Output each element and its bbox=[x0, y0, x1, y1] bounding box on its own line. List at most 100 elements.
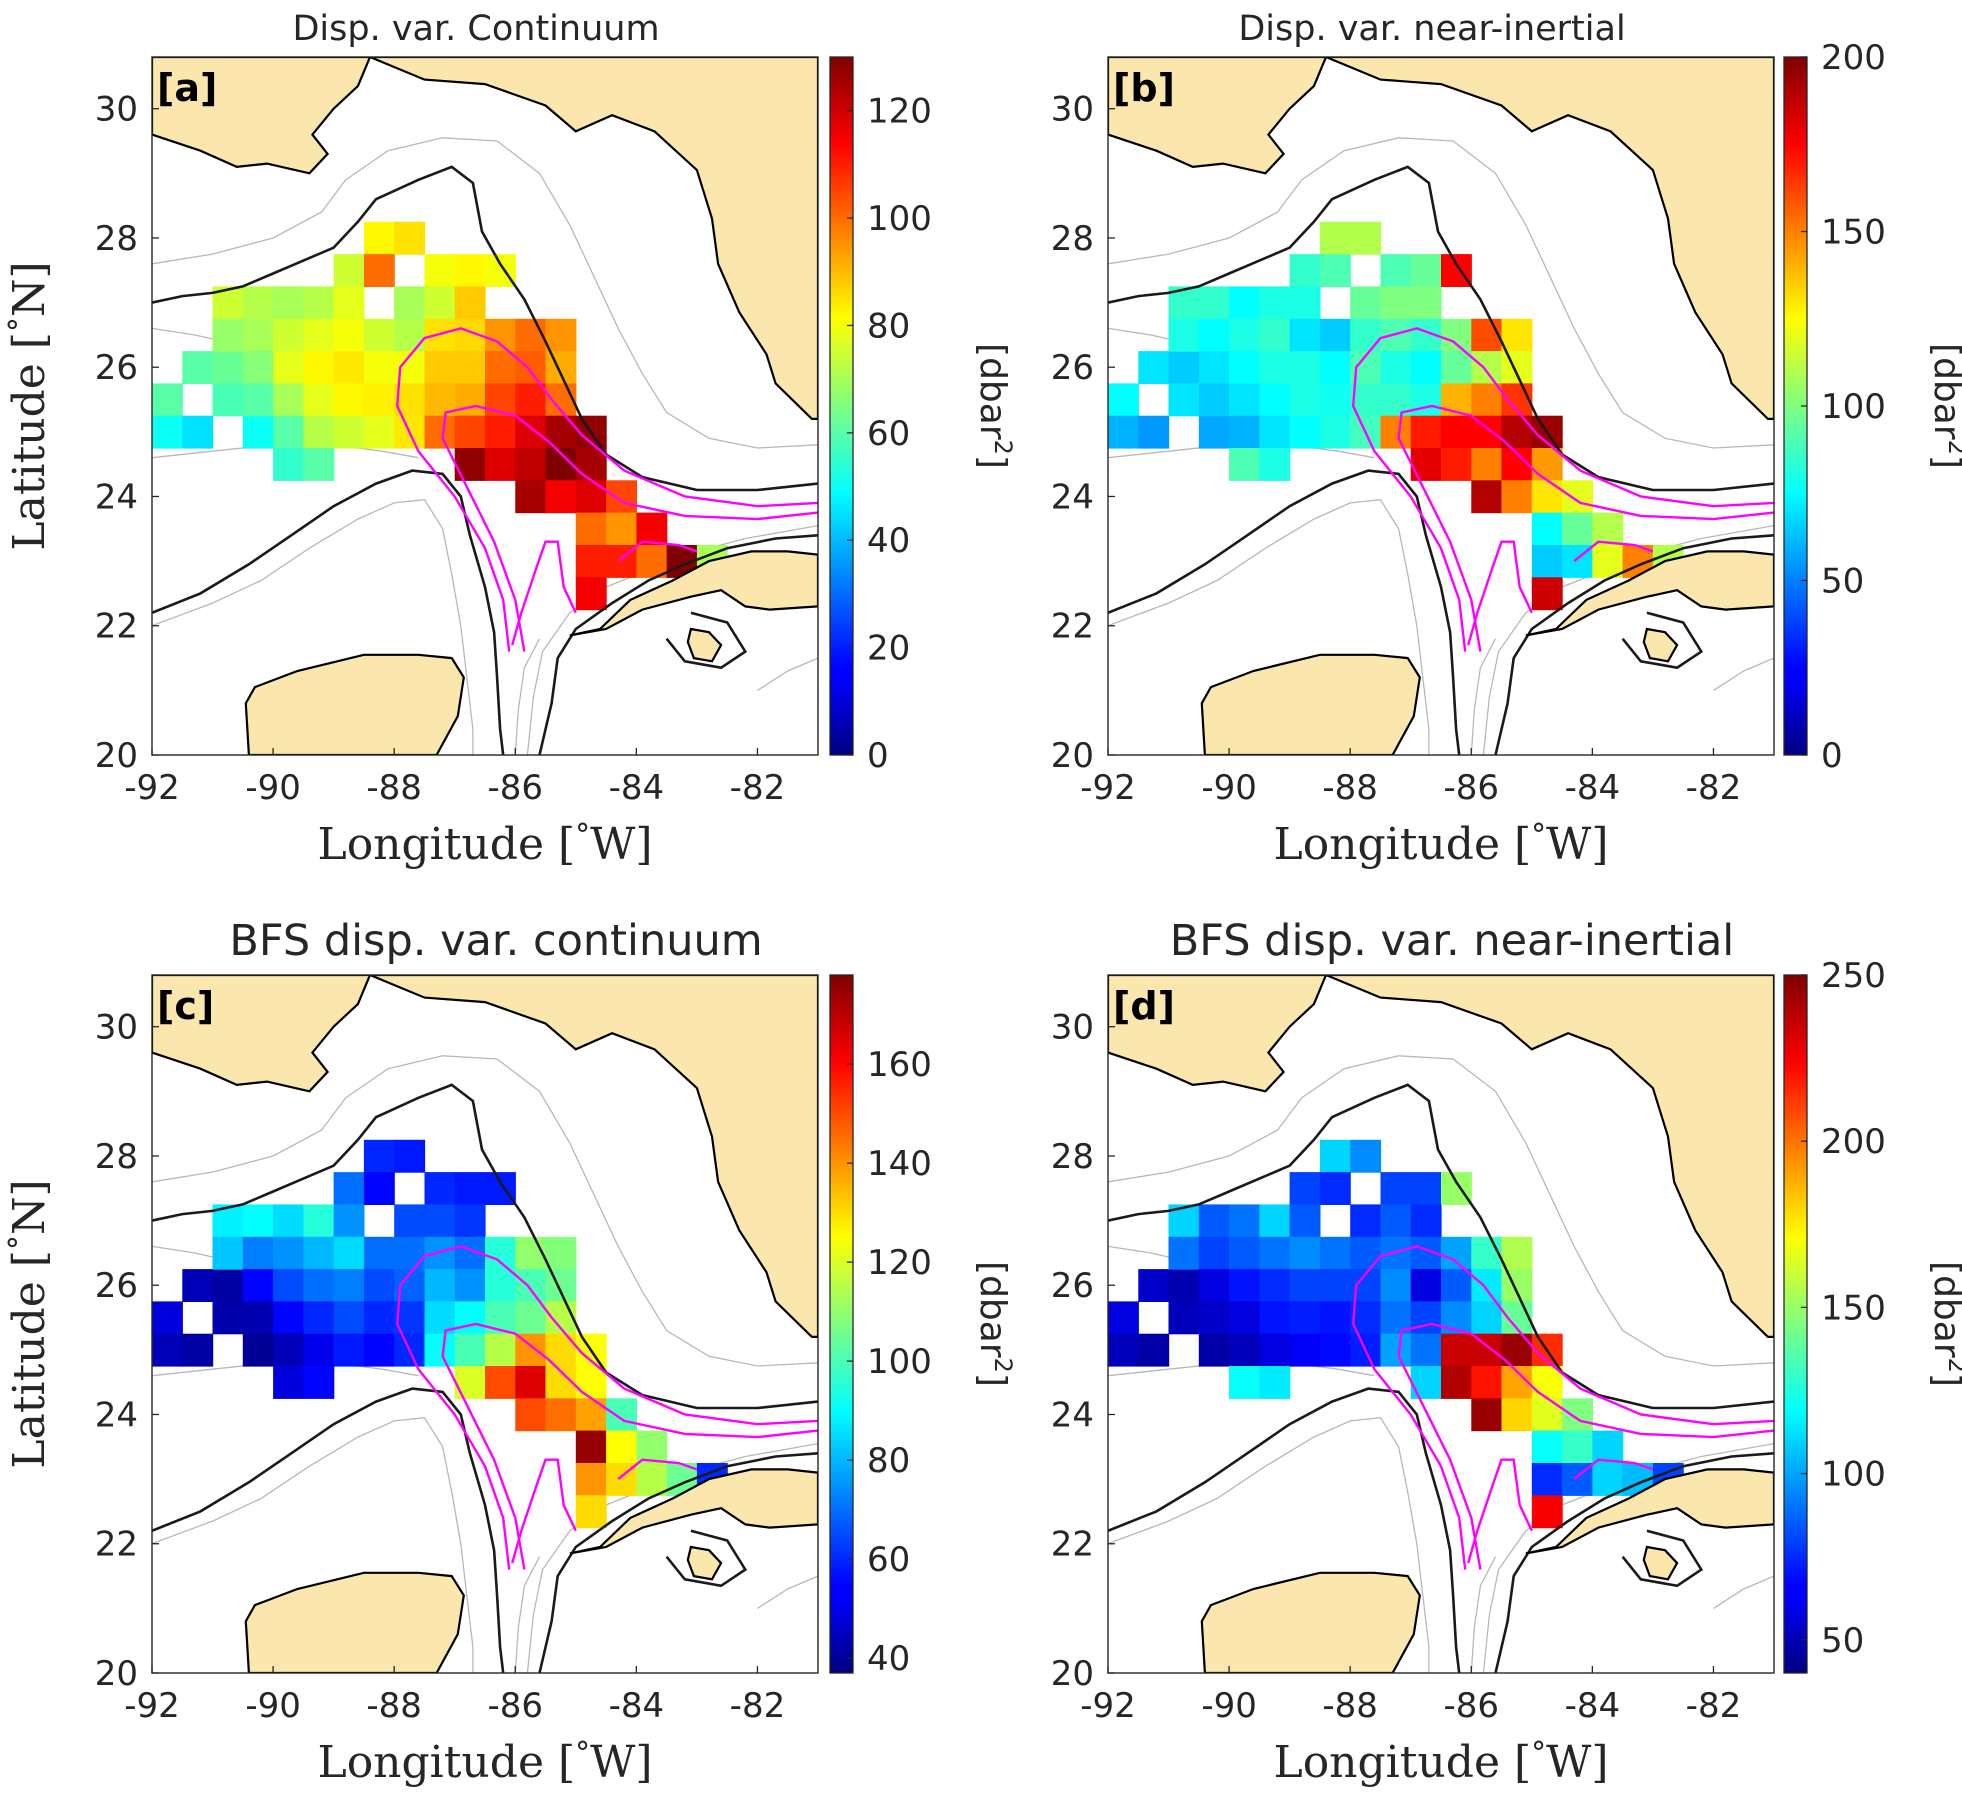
x-axis-label-text: Longitude [ bbox=[1273, 819, 1531, 870]
data-cell bbox=[1501, 1236, 1533, 1270]
data-cell bbox=[1289, 351, 1321, 384]
data-cell bbox=[424, 1172, 456, 1205]
data-cell bbox=[303, 415, 335, 449]
data-cell bbox=[454, 415, 486, 449]
data-cell bbox=[1138, 1269, 1170, 1302]
data-cell bbox=[1531, 1398, 1563, 1432]
loop-current-contour bbox=[1467, 1458, 1533, 1564]
panel-title: BFS disp. var. near-inertial bbox=[1170, 916, 1735, 966]
data-cell bbox=[303, 1333, 335, 1367]
isobath-thin bbox=[1713, 1575, 1774, 1609]
data-cell bbox=[242, 415, 274, 449]
colorbar-gradient bbox=[829, 56, 854, 756]
data-cell bbox=[1259, 1301, 1291, 1335]
unit-base: [dbar bbox=[972, 1261, 1013, 1358]
data-cell bbox=[606, 1398, 637, 1432]
y-axis-label: Latitude [°N] bbox=[3, 261, 55, 550]
land-florida bbox=[1325, 975, 1774, 1339]
data-cell bbox=[363, 254, 395, 287]
data-cell bbox=[333, 318, 365, 352]
isobath-thin bbox=[152, 1055, 818, 1367]
land-cuba bbox=[1525, 550, 1774, 637]
data-cell bbox=[1380, 1333, 1412, 1367]
x-tick-label: -86 bbox=[487, 768, 543, 808]
data-cell bbox=[273, 1269, 304, 1302]
data-cell bbox=[454, 383, 486, 417]
data-cell bbox=[1168, 1301, 1200, 1335]
colorbar-tick-label: 50 bbox=[1821, 1621, 1864, 1661]
y-tick-label: 30 bbox=[95, 1008, 138, 1048]
isobath-thick bbox=[665, 611, 748, 670]
data-cell bbox=[242, 1204, 274, 1238]
land-yucatan bbox=[244, 653, 465, 755]
data-cell bbox=[333, 1269, 365, 1302]
data-cell bbox=[273, 383, 304, 417]
data-cell bbox=[1319, 1139, 1351, 1173]
panel-title: BFS disp. var. continuum bbox=[229, 916, 762, 966]
data-cell bbox=[1410, 1269, 1442, 1302]
data-cell bbox=[1471, 1366, 1503, 1399]
data-cell bbox=[515, 383, 547, 417]
isobath-thin bbox=[1108, 137, 1774, 449]
x-tick-label: -88 bbox=[366, 1686, 422, 1726]
x-tick-label: -92 bbox=[1080, 768, 1136, 808]
data-cell bbox=[454, 1172, 486, 1205]
data-cell bbox=[1350, 1204, 1382, 1238]
data-cell bbox=[1198, 1333, 1230, 1367]
data-cell bbox=[363, 415, 395, 449]
data-cell bbox=[1562, 512, 1593, 546]
data-cell bbox=[1531, 1430, 1563, 1464]
data-cell bbox=[1168, 351, 1200, 384]
x-axis-label-degree: ° bbox=[575, 818, 590, 853]
data-cell bbox=[1531, 545, 1563, 578]
data-cell bbox=[1138, 1333, 1170, 1367]
data-cell bbox=[273, 1204, 304, 1238]
colorbar-tick-label: 200 bbox=[1821, 38, 1886, 78]
data-cell bbox=[1319, 318, 1351, 352]
data-cell bbox=[1259, 1333, 1291, 1367]
data-cell bbox=[182, 1333, 214, 1367]
panel-c: BFS disp. var. continuum[c]-92 -90 -88 -86-… bbox=[3, 916, 1017, 1788]
isobath-thick bbox=[152, 1083, 818, 1410]
y-tick-label: 26 bbox=[1051, 348, 1094, 388]
data-cell bbox=[1410, 1366, 1442, 1399]
y-axis-label-unit: N] bbox=[4, 1179, 55, 1235]
panel-letter: [d] bbox=[1113, 984, 1175, 1028]
data-cell bbox=[394, 1204, 426, 1238]
data-cell bbox=[1441, 448, 1472, 481]
data-cell bbox=[394, 221, 426, 255]
data-cell bbox=[1168, 1269, 1200, 1302]
loop-current-contour bbox=[617, 540, 698, 563]
map-area bbox=[1108, 975, 1774, 1673]
data-cell bbox=[1259, 415, 1291, 449]
data-cell bbox=[1562, 1398, 1593, 1432]
isobath-thick bbox=[1494, 1452, 1774, 1673]
panels: Disp. var. Continuum [a] -92 -90 -88 -86 -84 -8… bbox=[3, 9, 1962, 1788]
data-cell bbox=[1441, 1366, 1472, 1399]
data-cell bbox=[303, 1366, 335, 1399]
data-cell bbox=[1592, 545, 1624, 578]
y-tick-label: 26 bbox=[1051, 1266, 1094, 1306]
data-cell bbox=[575, 1398, 607, 1432]
unit-close: ] bbox=[1926, 455, 1962, 469]
data-cell bbox=[575, 545, 607, 578]
data-cell bbox=[1289, 383, 1321, 417]
data-cell bbox=[333, 1172, 365, 1205]
data-cell bbox=[575, 1366, 607, 1399]
x-tick-label: -86 bbox=[1443, 768, 1499, 808]
colorbar-tick-label: 100 bbox=[1821, 387, 1886, 427]
data-cell bbox=[424, 1236, 456, 1270]
colorbar-gradient bbox=[1783, 974, 1808, 1674]
data-cell bbox=[1259, 286, 1291, 320]
panel-b: Disp. var. near-inertial[b]-92 -90 -88 -86-… bbox=[1051, 9, 1962, 870]
y-axis-ticks: 20 22 24 26 28 30 bbox=[95, 1008, 159, 1694]
data-cell bbox=[1289, 254, 1321, 287]
data-cell bbox=[1259, 318, 1291, 352]
data-cell bbox=[485, 1269, 516, 1302]
data-cell bbox=[273, 1333, 304, 1367]
y-tick-label: 20 bbox=[95, 736, 138, 776]
unit-close: ] bbox=[1926, 1373, 1962, 1387]
data-cell bbox=[1350, 221, 1382, 255]
x-tick-label: -82 bbox=[730, 1686, 786, 1726]
data-cell bbox=[1410, 254, 1442, 287]
